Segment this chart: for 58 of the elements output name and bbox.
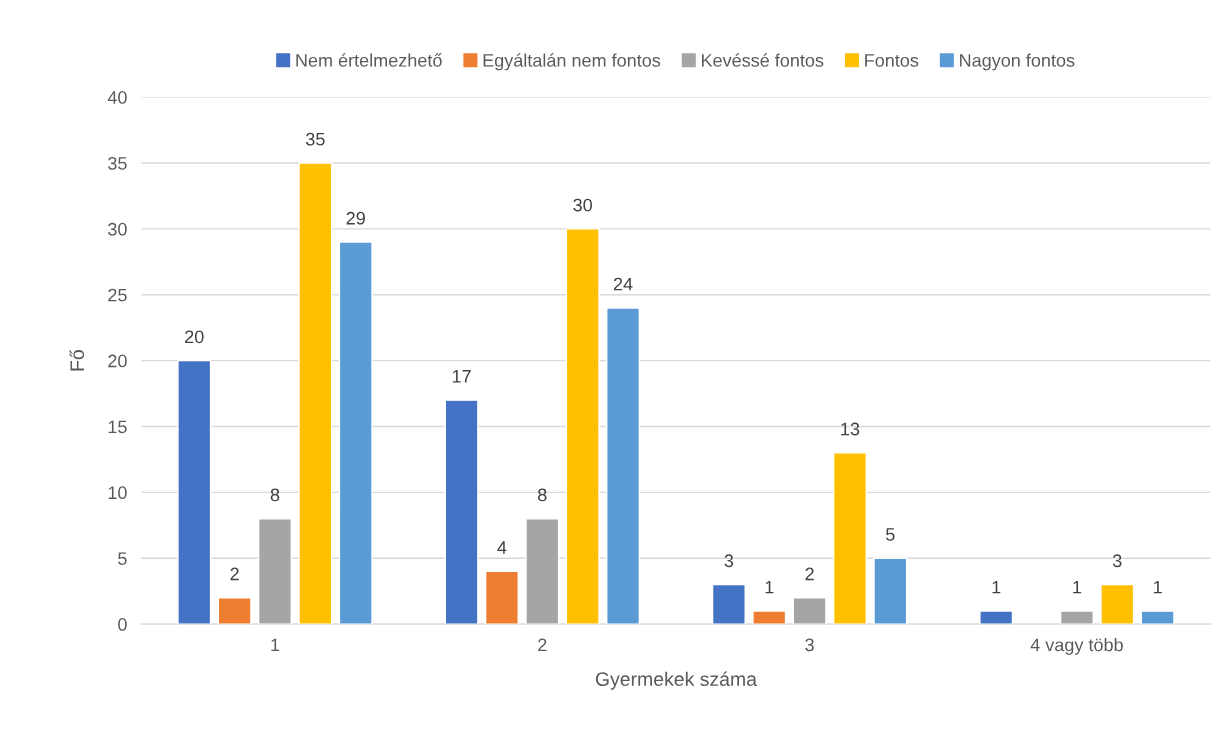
- bar: [565, 228, 600, 625]
- bar: [752, 610, 787, 625]
- bar: [606, 307, 641, 625]
- y-tick-label: 10: [108, 486, 127, 500]
- y-tick-label: 25: [108, 288, 127, 302]
- bar: [177, 359, 212, 625]
- y-tick-label: 0: [118, 618, 127, 631]
- bar: [484, 570, 519, 625]
- data-label: 20: [185, 330, 204, 344]
- y-axis-title: Fő: [69, 350, 85, 371]
- data-label: 2: [805, 567, 814, 581]
- x-tick-label: 4 vagy több: [1030, 638, 1123, 655]
- bar: [1059, 610, 1094, 625]
- bar: [873, 557, 908, 625]
- bar: [298, 162, 333, 625]
- y-tick-label: 15: [108, 420, 127, 434]
- y-tick-label: 40: [107, 91, 127, 104]
- bar: [444, 399, 479, 625]
- data-label: 3: [724, 554, 734, 568]
- data-label: 1: [1153, 580, 1162, 594]
- x-tick-label: 3: [805, 638, 814, 652]
- data-label: 1: [992, 580, 1001, 594]
- data-label: 4: [497, 541, 507, 554]
- data-label: 1: [1073, 580, 1082, 594]
- bar: [979, 610, 1014, 625]
- y-tick-label: 30: [108, 222, 127, 236]
- bar: [257, 518, 292, 625]
- data-label: 35: [306, 132, 325, 146]
- bar: [1100, 583, 1135, 625]
- y-tick-label: 35: [108, 156, 127, 170]
- bar: [525, 518, 560, 625]
- bar: [1140, 610, 1175, 625]
- data-label: 13: [841, 422, 860, 436]
- data-label: 8: [270, 488, 280, 502]
- legend-label: Kevéssé fontos: [702, 53, 824, 67]
- legend-label: Fontos: [865, 54, 919, 67]
- data-label: 2: [230, 567, 239, 581]
- data-label: 24: [613, 277, 633, 291]
- data-label: 30: [573, 198, 592, 212]
- y-tick-label: 5: [118, 552, 127, 565]
- data-label: 17: [452, 370, 471, 383]
- bar: [711, 583, 746, 625]
- legend-label: Egyáltalán nem fontos: [483, 53, 661, 71]
- bar: [338, 241, 373, 625]
- y-tick-label: 20: [108, 354, 127, 368]
- x-tick-label: 1: [271, 638, 280, 652]
- data-label: 3: [1112, 554, 1122, 568]
- data-label: 1: [765, 580, 774, 594]
- legend-label: Nem értelmezhető: [296, 53, 442, 67]
- bar: [832, 452, 867, 625]
- bar: [792, 597, 827, 625]
- data-label: 5: [886, 528, 895, 541]
- x-axis-title: Gyermekek száma: [595, 671, 757, 690]
- data-label: 29: [346, 211, 365, 225]
- bar: [217, 597, 252, 625]
- data-label: 8: [538, 488, 547, 502]
- x-tick-label: 2: [538, 638, 547, 652]
- legend-label: Nagyon fontos: [960, 53, 1075, 71]
